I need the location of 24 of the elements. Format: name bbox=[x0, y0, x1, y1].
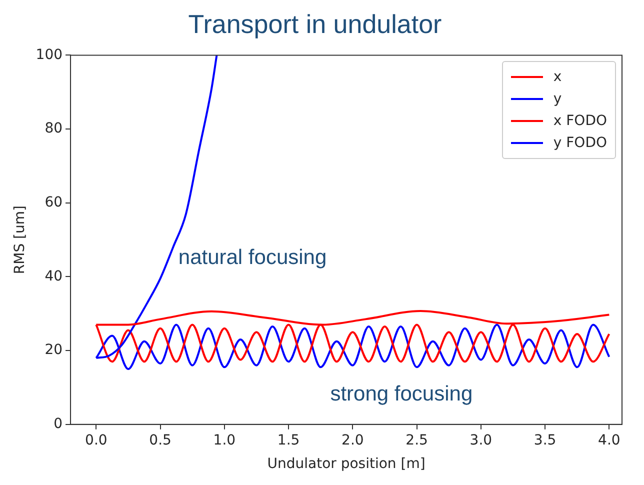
x-tick-label: 1.5 bbox=[277, 432, 300, 448]
x-tick-label: 3.0 bbox=[470, 432, 492, 448]
legend-label: x bbox=[553, 69, 562, 86]
y-tick-label: 60 bbox=[44, 194, 63, 211]
y-tick-label: 80 bbox=[44, 120, 63, 137]
x-tick-label: 0.5 bbox=[149, 432, 172, 448]
y-tick-label: 0 bbox=[54, 416, 63, 432]
chart-title: Transport in undulator bbox=[188, 8, 442, 39]
x-tick-label: 4.0 bbox=[598, 432, 620, 448]
x-axis-title: Undulator position [m] bbox=[267, 456, 426, 472]
x-tick-label: 3.5 bbox=[534, 432, 556, 448]
annotation: natural focusing bbox=[178, 246, 327, 270]
x-tick-label: 1.0 bbox=[213, 432, 236, 448]
legend-label: y bbox=[553, 91, 562, 108]
x-tick-label: 0.0 bbox=[85, 432, 108, 448]
x-tick-label: 2.5 bbox=[406, 432, 428, 448]
y-axis-title: RMS [um] bbox=[12, 206, 28, 274]
y-tick-label: 40 bbox=[44, 268, 63, 284]
legend-label: y FODO bbox=[553, 135, 607, 152]
annotation: strong focusing bbox=[330, 382, 473, 406]
y-tick-label: 20 bbox=[44, 342, 63, 358]
y-tick-label: 100 bbox=[36, 46, 63, 63]
legend-label: x FODO bbox=[553, 113, 607, 130]
x-tick-label: 2.0 bbox=[342, 432, 364, 448]
